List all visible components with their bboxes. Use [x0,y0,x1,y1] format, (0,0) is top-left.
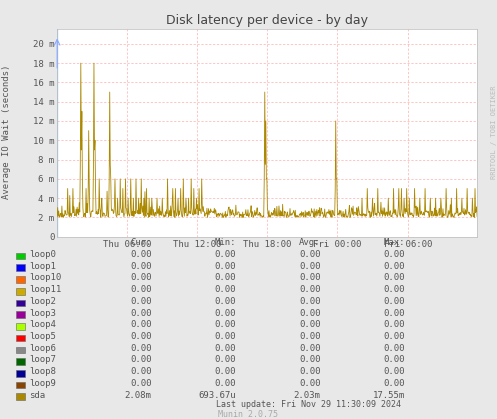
Text: 0.00: 0.00 [215,355,236,365]
Text: Average IO Wait (seconds): Average IO Wait (seconds) [2,65,11,199]
Text: 0.00: 0.00 [215,379,236,388]
Text: 0.00: 0.00 [215,250,236,259]
Text: 0.00: 0.00 [299,273,321,282]
Text: 0.00: 0.00 [130,367,152,376]
Text: 2.03m: 2.03m [294,391,321,400]
Text: 0.00: 0.00 [215,332,236,341]
Text: 0.00: 0.00 [215,297,236,306]
Text: Munin 2.0.75: Munin 2.0.75 [219,410,278,419]
Text: 0.00: 0.00 [299,297,321,306]
Text: 0.00: 0.00 [215,273,236,282]
Text: loop0: loop0 [29,250,56,259]
Text: 0.00: 0.00 [215,320,236,329]
Text: 0.00: 0.00 [130,320,152,329]
Text: 0.00: 0.00 [130,297,152,306]
Text: 0.00: 0.00 [130,344,152,353]
Text: 0.00: 0.00 [384,367,405,376]
Text: 0.00: 0.00 [384,273,405,282]
Text: 0.00: 0.00 [130,332,152,341]
Text: 0.00: 0.00 [299,379,321,388]
Text: 0.00: 0.00 [130,355,152,365]
Text: loop1: loop1 [29,261,56,271]
Text: 0.00: 0.00 [384,297,405,306]
Text: 0.00: 0.00 [299,285,321,294]
Text: 0.00: 0.00 [384,250,405,259]
Text: Min:: Min: [215,238,236,247]
Text: 0.00: 0.00 [384,379,405,388]
Text: Max:: Max: [384,238,405,247]
Text: 0.00: 0.00 [130,285,152,294]
Text: Last update: Fri Nov 29 11:30:09 2024: Last update: Fri Nov 29 11:30:09 2024 [216,400,401,409]
Text: 0.00: 0.00 [130,379,152,388]
Text: 0.00: 0.00 [299,355,321,365]
Text: 0.00: 0.00 [130,261,152,271]
Text: 0.00: 0.00 [299,332,321,341]
Text: loop9: loop9 [29,379,56,388]
Text: 0.00: 0.00 [299,250,321,259]
Text: loop2: loop2 [29,297,56,306]
Text: loop7: loop7 [29,355,56,365]
Text: 2.08m: 2.08m [125,391,152,400]
Text: 0.00: 0.00 [384,332,405,341]
Text: loop5: loop5 [29,332,56,341]
Text: loop6: loop6 [29,344,56,353]
Text: 0.00: 0.00 [384,261,405,271]
Text: 0.00: 0.00 [384,308,405,318]
Text: 0.00: 0.00 [215,308,236,318]
Text: loop3: loop3 [29,308,56,318]
Text: 0.00: 0.00 [384,285,405,294]
Text: 0.00: 0.00 [384,355,405,365]
Text: 0.00: 0.00 [130,308,152,318]
Text: 0.00: 0.00 [384,320,405,329]
Text: 0.00: 0.00 [299,367,321,376]
Text: 0.00: 0.00 [130,250,152,259]
Title: Disk latency per device - by day: Disk latency per device - by day [166,14,368,27]
Text: 0.00: 0.00 [299,308,321,318]
Text: loop4: loop4 [29,320,56,329]
Text: loop10: loop10 [29,273,61,282]
Text: 0.00: 0.00 [299,320,321,329]
Text: sda: sda [29,391,45,400]
Text: loop8: loop8 [29,367,56,376]
Text: loop11: loop11 [29,285,61,294]
Text: 0.00: 0.00 [215,285,236,294]
Text: 0.00: 0.00 [299,261,321,271]
Text: 17.55m: 17.55m [373,391,405,400]
Text: 0.00: 0.00 [299,344,321,353]
Text: 0.00: 0.00 [215,344,236,353]
Text: 0.00: 0.00 [130,273,152,282]
Text: 0.00: 0.00 [215,367,236,376]
Text: 0.00: 0.00 [215,261,236,271]
Text: Avg:: Avg: [299,238,321,247]
Text: RRDTOOL / TOBI OETIKER: RRDTOOL / TOBI OETIKER [491,85,497,179]
Text: 693.67u: 693.67u [198,391,236,400]
Text: 0.00: 0.00 [384,344,405,353]
Text: Cur:: Cur: [130,238,152,247]
